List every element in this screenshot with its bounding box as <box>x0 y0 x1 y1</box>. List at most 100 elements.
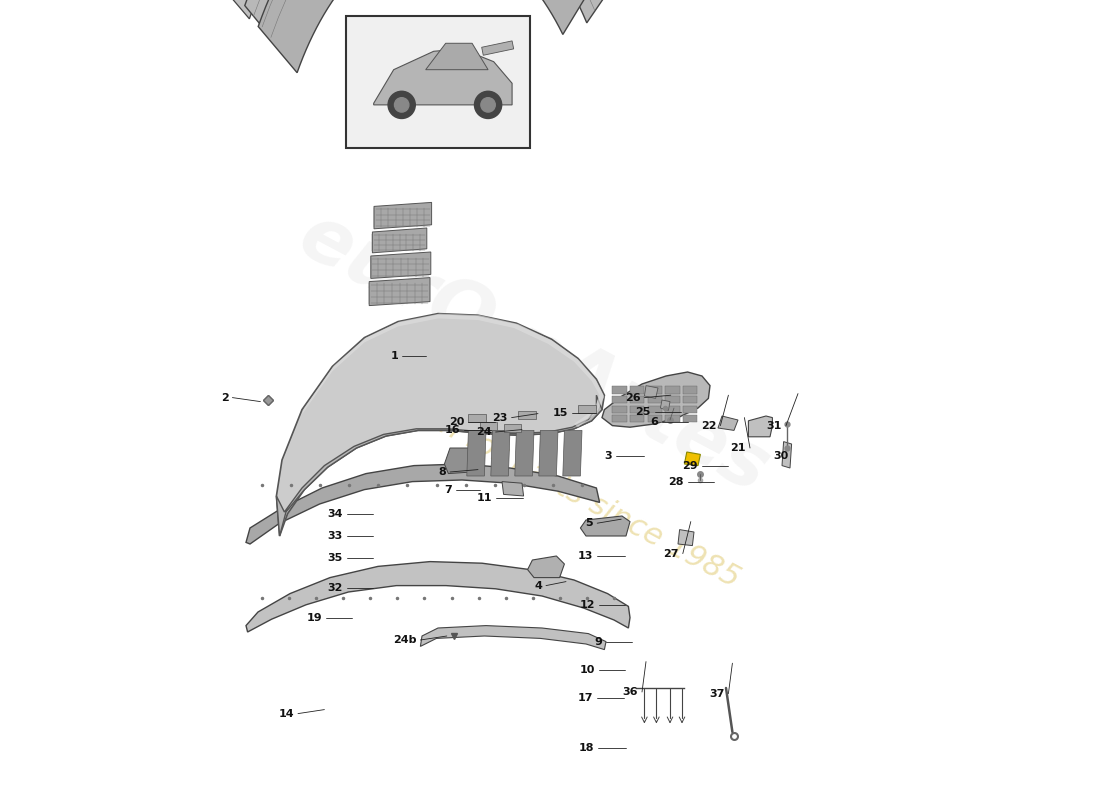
Polygon shape <box>630 386 645 394</box>
Polygon shape <box>666 396 680 403</box>
Text: 9: 9 <box>594 637 602 646</box>
Polygon shape <box>374 202 431 229</box>
Text: 24b: 24b <box>393 635 417 645</box>
Polygon shape <box>276 395 602 536</box>
Polygon shape <box>630 396 645 403</box>
Polygon shape <box>370 278 430 306</box>
Polygon shape <box>444 448 472 474</box>
Polygon shape <box>515 430 534 476</box>
Text: 24: 24 <box>476 427 492 437</box>
Text: 20: 20 <box>449 417 464 426</box>
Text: eurO pArtes: eurO pArtes <box>287 197 781 507</box>
Text: 3: 3 <box>604 451 612 461</box>
Polygon shape <box>645 386 658 398</box>
Text: 2: 2 <box>221 393 229 402</box>
Text: 13: 13 <box>578 551 593 561</box>
Polygon shape <box>613 386 627 394</box>
Polygon shape <box>245 0 619 48</box>
Polygon shape <box>648 415 662 422</box>
Polygon shape <box>528 556 564 578</box>
Text: 8: 8 <box>438 467 446 477</box>
Polygon shape <box>518 411 536 419</box>
Text: 30: 30 <box>773 451 789 461</box>
Polygon shape <box>426 43 488 70</box>
Polygon shape <box>613 415 627 422</box>
Text: 33: 33 <box>328 531 343 541</box>
Polygon shape <box>648 396 662 403</box>
Text: 17: 17 <box>578 693 593 702</box>
Text: 15: 15 <box>553 408 569 418</box>
Text: 37: 37 <box>710 689 725 698</box>
Polygon shape <box>258 0 597 73</box>
Polygon shape <box>371 252 431 278</box>
Polygon shape <box>748 416 772 437</box>
Polygon shape <box>480 422 497 430</box>
Polygon shape <box>666 406 680 413</box>
Text: 27: 27 <box>663 549 679 558</box>
Text: 23: 23 <box>492 413 507 422</box>
Circle shape <box>388 91 416 118</box>
Text: 32: 32 <box>328 583 343 593</box>
Text: 36: 36 <box>623 687 638 697</box>
Text: 18: 18 <box>579 743 594 753</box>
Polygon shape <box>469 414 486 422</box>
Polygon shape <box>602 372 710 427</box>
Polygon shape <box>666 415 680 422</box>
Text: 34: 34 <box>328 509 343 518</box>
Text: 11: 11 <box>477 493 493 502</box>
Bar <box>346 16 530 148</box>
Text: 7: 7 <box>444 486 452 495</box>
Polygon shape <box>648 386 662 394</box>
Text: 22: 22 <box>701 421 716 430</box>
Polygon shape <box>504 424 521 432</box>
Polygon shape <box>683 396 697 403</box>
Polygon shape <box>630 406 645 413</box>
Polygon shape <box>718 416 738 430</box>
Polygon shape <box>683 406 697 413</box>
Polygon shape <box>578 405 595 413</box>
Text: 29: 29 <box>682 461 698 470</box>
Polygon shape <box>678 530 694 546</box>
Polygon shape <box>581 516 630 536</box>
Text: 1: 1 <box>390 351 398 361</box>
Polygon shape <box>683 386 697 394</box>
Polygon shape <box>374 49 513 105</box>
Text: 4: 4 <box>535 581 542 590</box>
Text: 16: 16 <box>444 425 461 434</box>
Polygon shape <box>666 386 680 394</box>
Circle shape <box>395 98 409 112</box>
Polygon shape <box>782 442 792 468</box>
Polygon shape <box>563 430 582 476</box>
Polygon shape <box>420 626 606 650</box>
Circle shape <box>474 91 502 118</box>
Text: 14: 14 <box>278 709 294 718</box>
Text: 26: 26 <box>625 393 640 402</box>
Polygon shape <box>660 400 670 410</box>
Polygon shape <box>648 406 662 413</box>
Text: a passion for parts since 1985: a passion for parts since 1985 <box>323 351 745 593</box>
Polygon shape <box>246 464 600 544</box>
Polygon shape <box>613 406 627 413</box>
Text: 35: 35 <box>328 554 343 563</box>
Polygon shape <box>466 430 486 476</box>
Text: 6: 6 <box>650 417 658 426</box>
Polygon shape <box>373 228 427 253</box>
Text: 19: 19 <box>307 613 322 622</box>
Circle shape <box>481 98 495 112</box>
Polygon shape <box>282 314 604 464</box>
Text: 21: 21 <box>730 443 746 453</box>
Polygon shape <box>229 0 637 19</box>
Text: 31: 31 <box>767 421 782 430</box>
Text: 25: 25 <box>636 407 651 417</box>
Text: 12: 12 <box>580 600 595 610</box>
Polygon shape <box>502 482 524 496</box>
Text: 10: 10 <box>580 666 595 675</box>
Text: 28: 28 <box>668 477 683 486</box>
Polygon shape <box>491 430 510 476</box>
Polygon shape <box>613 396 627 403</box>
Polygon shape <box>684 452 701 466</box>
Polygon shape <box>482 41 514 55</box>
Polygon shape <box>276 314 604 536</box>
Text: 5: 5 <box>585 518 593 528</box>
Polygon shape <box>683 415 697 422</box>
